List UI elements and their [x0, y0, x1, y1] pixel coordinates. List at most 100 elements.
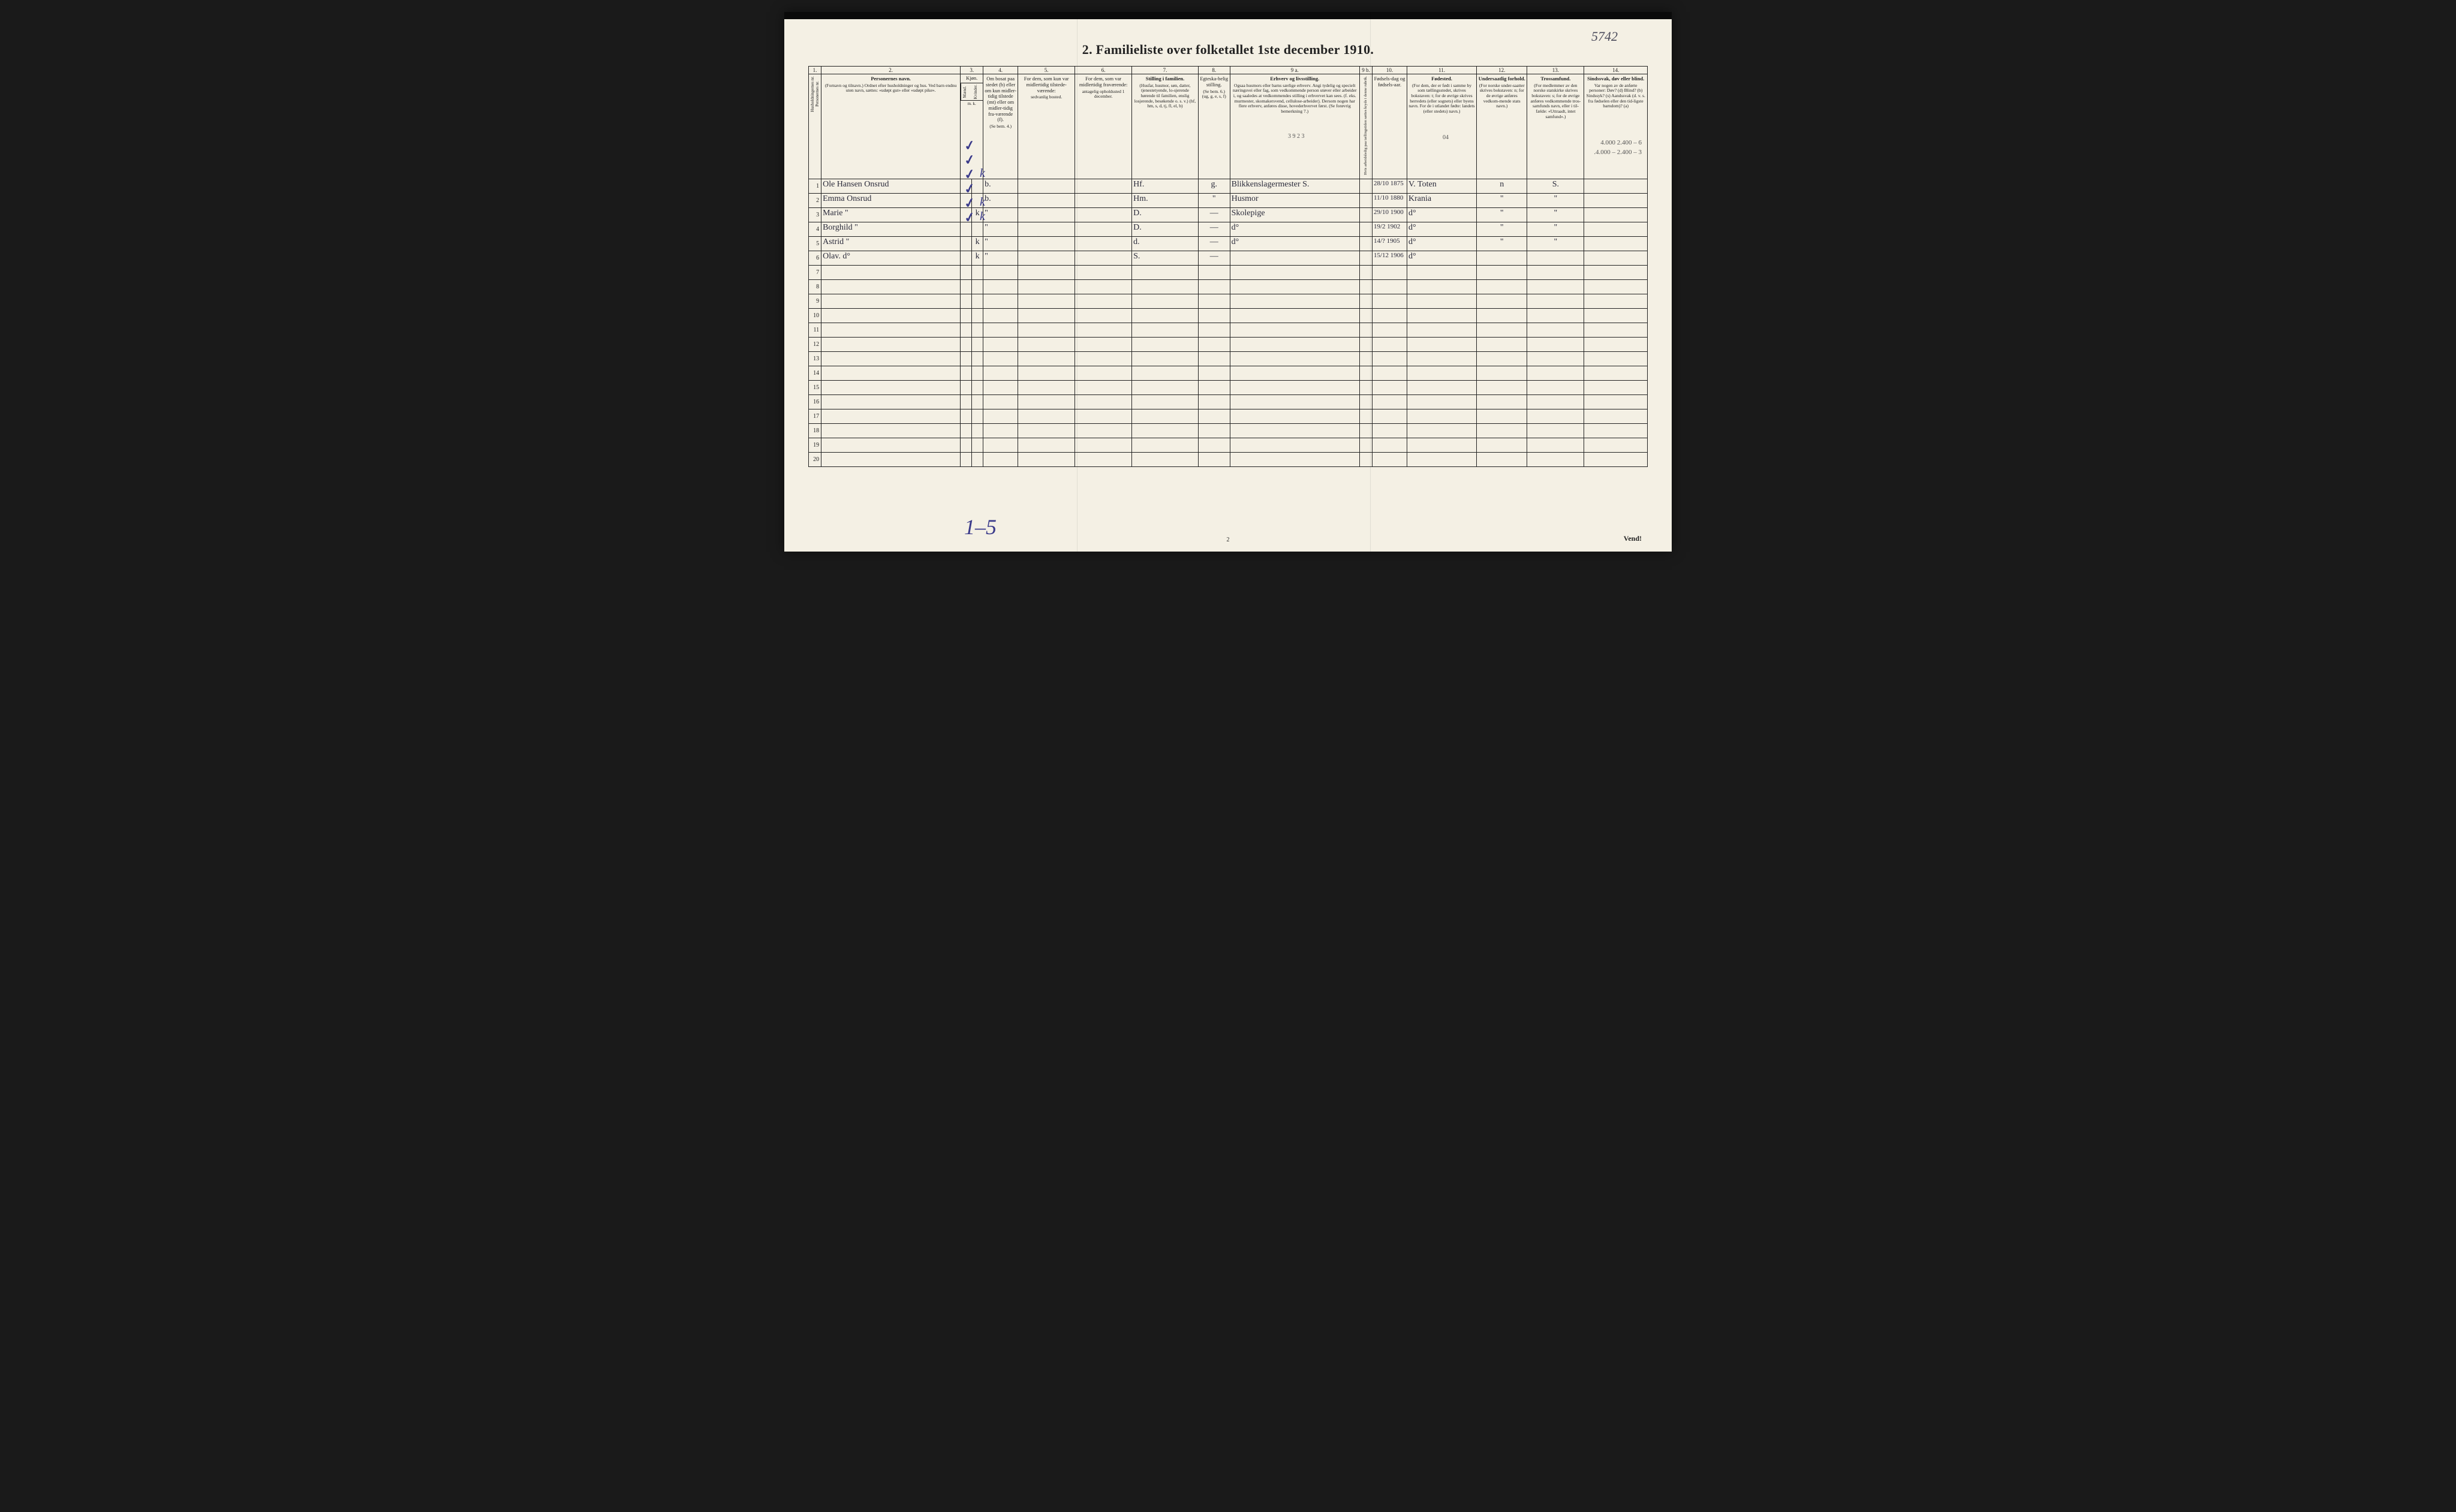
cell-sex-m [961, 222, 972, 236]
cell-c14 [1584, 207, 1648, 222]
empty-cell [961, 323, 972, 337]
census-form-page: 5742 2. Familieliste over folketallet 1s… [784, 12, 1672, 552]
row-number: 19 [809, 438, 821, 452]
empty-cell [1230, 308, 1359, 323]
colnum: 3. [961, 67, 983, 74]
empty-cell [1198, 265, 1230, 279]
empty-cell [1075, 351, 1132, 366]
empty-cell [972, 351, 983, 366]
cell-c14 [1584, 179, 1648, 193]
empty-cell [1477, 279, 1527, 294]
empty-cell [1407, 380, 1477, 394]
cell-c11: V. Toten [1407, 179, 1477, 193]
cell-c13 [1527, 251, 1584, 265]
empty-cell [1075, 394, 1132, 409]
empty-cell [1075, 380, 1132, 394]
cell-c14 [1584, 193, 1648, 207]
table-row: 5Astrid "k"d.—d°14/? 1905d°"" [809, 236, 1648, 251]
empty-cell [1018, 452, 1075, 466]
header-c6: For dem, som var midlertidig fraværende:… [1075, 74, 1132, 179]
empty-cell [1132, 452, 1199, 466]
empty-cell [1075, 308, 1132, 323]
cell-c4: " [983, 251, 1018, 265]
empty-cell [983, 279, 1018, 294]
cell-c8: " [1198, 193, 1230, 207]
empty-cell [1527, 279, 1584, 294]
cell-name: Marie " [821, 207, 961, 222]
cell-c4: b. [983, 193, 1018, 207]
header-c14: Sindssvak, døv eller blind. Var nogen av… [1584, 74, 1648, 179]
empty-cell [1584, 323, 1648, 337]
empty-cell [821, 323, 961, 337]
empty-cell [961, 438, 972, 452]
cell-c9a [1230, 251, 1359, 265]
empty-cell [1372, 323, 1407, 337]
colnum: 14. [1584, 67, 1648, 74]
header-name: Personernes navn. (Fornavn og tilnavn.) … [821, 74, 961, 179]
empty-cell [1584, 279, 1648, 294]
empty-cell [1477, 323, 1527, 337]
empty-cell [1407, 452, 1477, 466]
empty-cell [972, 323, 983, 337]
top-right-annotation: 5742 [1591, 29, 1618, 44]
cell-c10: 29/10 1900 [1372, 207, 1407, 222]
empty-cell [1372, 265, 1407, 279]
empty-cell [1075, 438, 1132, 452]
colnum: 5. [1018, 67, 1075, 74]
column-header-row: Husholdningernes nr.Personernes nr. Pers… [809, 74, 1648, 179]
empty-cell [1584, 294, 1648, 308]
empty-cell [1018, 337, 1075, 351]
row-number: 3 [809, 207, 821, 222]
empty-cell [961, 337, 972, 351]
empty-cell [983, 452, 1018, 466]
empty-cell [1372, 351, 1407, 366]
cell-c12: " [1477, 236, 1527, 251]
empty-cell [1230, 409, 1359, 423]
cell-c14 [1584, 236, 1648, 251]
cell-c8: — [1198, 236, 1230, 251]
empty-cell [821, 394, 961, 409]
row-number: 16 [809, 394, 821, 409]
empty-cell [1372, 452, 1407, 466]
cell-c9a: Husmor [1230, 193, 1359, 207]
empty-cell [961, 265, 972, 279]
empty-cell [972, 294, 983, 308]
empty-cell [1230, 394, 1359, 409]
empty-cell [1527, 380, 1584, 394]
cell-c10: 14/? 1905 [1372, 236, 1407, 251]
empty-cell [1198, 323, 1230, 337]
cell-c7: D. [1132, 222, 1199, 236]
empty-cell [1372, 423, 1407, 438]
table-body: 1Ole Hansen Onsrudb.Hf.g.Blikkenslagerme… [809, 179, 1648, 466]
header-c7: Stilling i familien. (Husfar, husmor, sø… [1132, 74, 1199, 179]
empty-cell [1132, 351, 1199, 366]
empty-cell [1407, 438, 1477, 452]
cell-c5 [1018, 236, 1075, 251]
colnum: 1. [809, 67, 821, 74]
table-row-empty: 15 [809, 380, 1648, 394]
empty-cell [1018, 323, 1075, 337]
empty-cell [1075, 452, 1132, 466]
empty-cell [1584, 265, 1648, 279]
colnum: 8. [1198, 67, 1230, 74]
empty-cell [1075, 294, 1132, 308]
empty-cell [1584, 394, 1648, 409]
cell-sex-m [961, 236, 972, 251]
empty-cell [1527, 394, 1584, 409]
empty-cell [1527, 294, 1584, 308]
empty-cell [1407, 366, 1477, 380]
empty-cell [1132, 323, 1199, 337]
empty-cell [1230, 337, 1359, 351]
empty-cell [1018, 409, 1075, 423]
cell-c13: " [1527, 236, 1584, 251]
empty-cell [1198, 423, 1230, 438]
empty-cell [1477, 337, 1527, 351]
empty-cell [1477, 380, 1527, 394]
cell-c8: — [1198, 207, 1230, 222]
cell-c6 [1075, 236, 1132, 251]
empty-cell [1132, 337, 1199, 351]
empty-cell [1230, 380, 1359, 394]
empty-cell [1018, 423, 1075, 438]
empty-cell [1527, 265, 1584, 279]
header-c9a: Erhverv og livsstilling. Ogsaa husmors e… [1230, 74, 1359, 179]
